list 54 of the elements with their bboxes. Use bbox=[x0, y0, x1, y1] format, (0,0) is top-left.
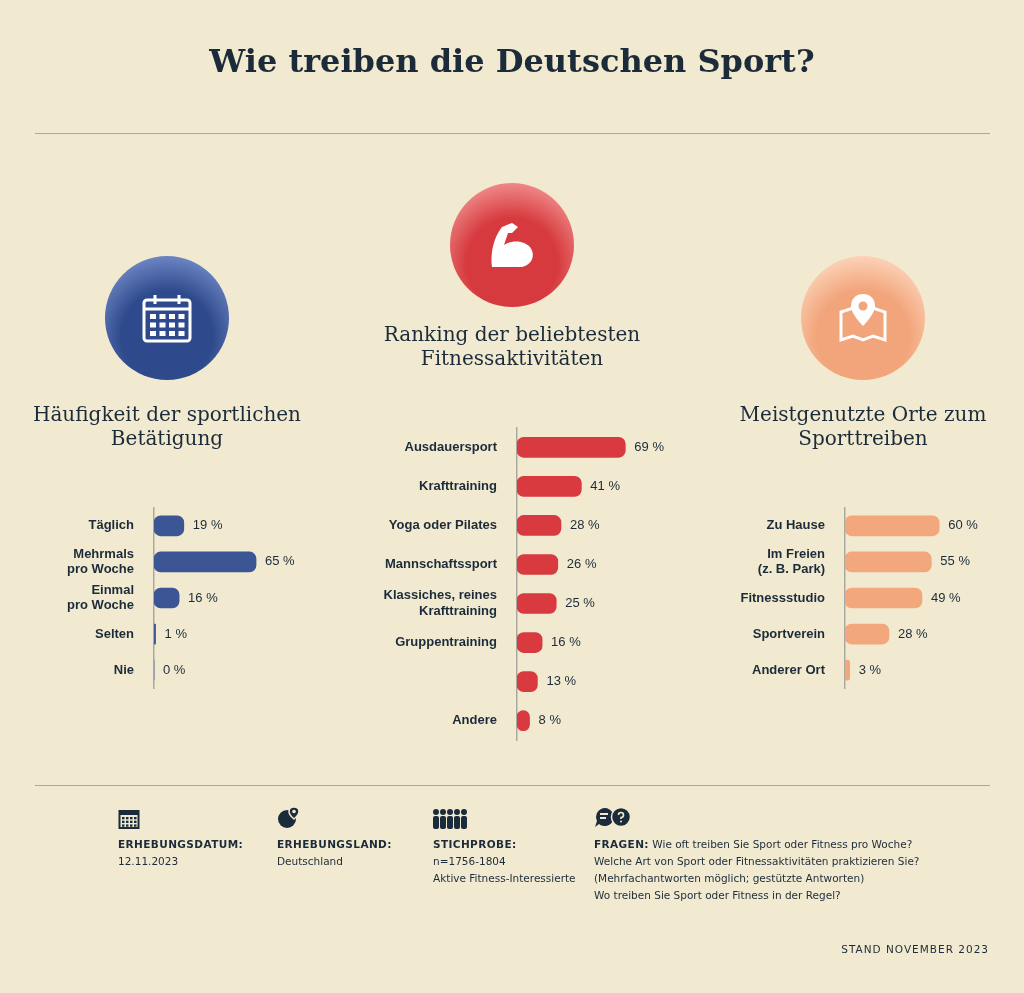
chart-title: Häufigkeit der sportlichen Betätigung bbox=[32, 402, 302, 450]
data-label: 0 % bbox=[163, 661, 186, 677]
y-tick-label: Mehrmals pro Woche bbox=[67, 545, 134, 577]
data-label: 49 % bbox=[930, 589, 961, 605]
text: STAND NOVEMBER 2023 bbox=[841, 943, 989, 955]
chart-title: Ranking der beliebtesten Fitnessaktivitäten bbox=[382, 322, 642, 370]
data-label: 41 % bbox=[590, 477, 621, 493]
data-label: 65 % bbox=[265, 553, 296, 569]
bar bbox=[517, 593, 557, 614]
data-label: 19 % bbox=[192, 517, 223, 533]
data-label: 60 % bbox=[948, 517, 979, 533]
chart-title: Meistgenutzte Orte zum Sporttreiben bbox=[738, 402, 988, 450]
y-tick-label: Fitnessstudio bbox=[740, 589, 826, 605]
bar bbox=[517, 515, 562, 536]
bar bbox=[517, 554, 559, 575]
y-tick-label: Im Freien (z. B. Park) bbox=[757, 545, 826, 577]
text: ERHEBUNGSLAND: Deutschland bbox=[277, 838, 392, 867]
y-tick-label: Nie bbox=[113, 661, 134, 677]
bar bbox=[517, 476, 582, 497]
bar bbox=[845, 587, 923, 609]
y-tick-label: Selten bbox=[94, 625, 135, 641]
data-label: 26 % bbox=[566, 556, 597, 572]
data-label: 55 % bbox=[940, 553, 971, 569]
text: FRAGEN: Wie oft treiben Sie Sport oder Fitness pro Woche? Welche Art von Sport oder Fitnessaktivitäten praktizieren Sie? (Mehrfachantworten möglich; gestützte Antworten) Wo treiben Sie Sport oder Fitness in der Regel? bbox=[594, 838, 920, 901]
y-tick-label: Täglich bbox=[88, 517, 135, 533]
y-tick-label: Einmal pro Woche bbox=[67, 581, 134, 613]
text: Wie treiben die Deutschen Sport? bbox=[208, 42, 816, 80]
y-tick-label: Sportverein bbox=[752, 625, 826, 641]
data-label: 8 % bbox=[538, 712, 562, 728]
bar bbox=[517, 437, 626, 458]
data-label: 28 % bbox=[897, 625, 929, 641]
text: ERHEBUNGSDATUM: 12.11.2023 bbox=[118, 838, 244, 867]
y-tick-label: Andere bbox=[452, 712, 497, 728]
y-tick-label: Krafttraining bbox=[419, 477, 498, 493]
text: STICHPROBE: n=1756-1804 Aktive Fitness-Interessierte bbox=[433, 838, 576, 884]
data-label: 69 % bbox=[634, 438, 665, 454]
y-tick-label: Klassiches, reines Krafttraining bbox=[383, 587, 498, 618]
data-label: 13 % bbox=[546, 673, 577, 689]
data-label: 28 % bbox=[569, 517, 601, 532]
data-label: 25 % bbox=[565, 595, 596, 611]
data-label: 16 % bbox=[188, 589, 219, 605]
y-tick-label: Yoga oder Pilates bbox=[388, 517, 497, 532]
bar bbox=[154, 551, 257, 573]
bar bbox=[845, 515, 940, 537]
data-label: 1 % bbox=[164, 625, 188, 641]
data-label: 3 % bbox=[858, 661, 882, 677]
y-tick-label: Ausdauersport bbox=[404, 438, 498, 454]
data-label: 16 % bbox=[551, 634, 582, 650]
y-tick-label: Gruppentraining bbox=[395, 634, 498, 650]
bar bbox=[845, 623, 890, 645]
y-tick-label: Zu Hause bbox=[766, 517, 825, 533]
y-tick-label: Mannschaftssport bbox=[385, 556, 498, 572]
bar bbox=[845, 551, 932, 573]
y-tick-label: Anderer Ort bbox=[752, 661, 826, 677]
